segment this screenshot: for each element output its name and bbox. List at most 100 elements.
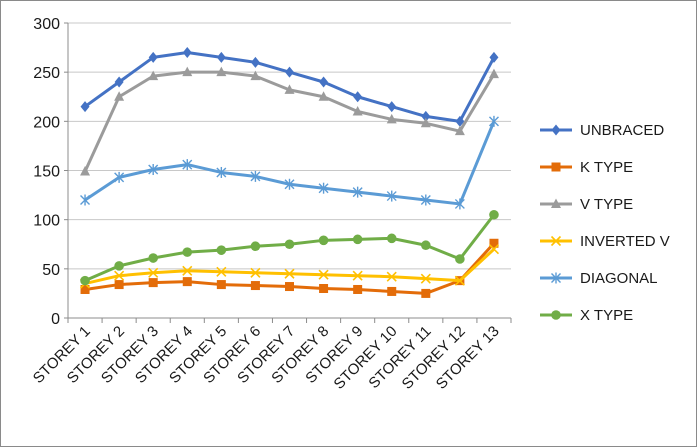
data-point <box>216 266 227 277</box>
data-point <box>455 254 465 264</box>
data-point <box>250 56 260 68</box>
data-point <box>455 115 465 127</box>
data-point <box>420 273 431 284</box>
data-point <box>421 240 431 251</box>
data-point <box>114 76 124 88</box>
data-point <box>387 286 397 296</box>
data-point <box>285 66 294 78</box>
data-point <box>114 261 124 271</box>
data-point <box>285 282 294 292</box>
data-point <box>352 106 363 116</box>
series-lines <box>79 47 500 298</box>
data-point <box>284 239 295 250</box>
data-point <box>182 47 192 58</box>
data-point <box>421 288 431 298</box>
data-point <box>250 267 261 278</box>
legend-marker <box>551 272 561 284</box>
data-point <box>80 165 91 176</box>
legend-entry: X TYPE <box>540 307 633 324</box>
data-point <box>148 164 159 176</box>
data-point <box>80 275 90 286</box>
series-v-type <box>80 66 499 176</box>
data-point <box>114 91 125 101</box>
data-point <box>216 280 226 290</box>
data-point <box>80 194 91 206</box>
legend-label: K TYPE <box>580 159 633 176</box>
axes <box>64 22 512 323</box>
series-unbraced <box>80 47 499 127</box>
y-tick-label: 50 <box>42 262 60 279</box>
y-tick-label: 150 <box>33 164 60 181</box>
data-point <box>114 280 124 290</box>
data-point <box>148 51 158 63</box>
y-tick-label: 0 <box>51 311 60 328</box>
data-point <box>114 270 125 281</box>
data-point <box>250 281 260 291</box>
data-point <box>250 70 261 81</box>
data-point <box>148 253 158 263</box>
legend-marker <box>551 310 561 320</box>
data-point <box>454 125 465 136</box>
data-point <box>80 284 90 294</box>
data-point <box>352 234 363 245</box>
data-point <box>182 265 193 276</box>
data-point <box>80 101 90 113</box>
data-point <box>284 268 295 279</box>
data-point <box>182 66 193 77</box>
data-point <box>216 245 227 255</box>
data-point <box>353 284 363 294</box>
data-point <box>420 117 431 128</box>
data-point <box>488 115 499 127</box>
series-k-type <box>80 238 499 298</box>
data-point <box>386 190 397 202</box>
y-tick-label: 200 <box>33 114 60 131</box>
data-point <box>454 198 465 210</box>
data-point <box>489 238 499 248</box>
legend-entry: V TYPE <box>540 196 633 213</box>
legend: UNBRACED K TYPE V TYPE INVERTED V DIAGONAL X … <box>540 122 670 324</box>
data-point <box>216 166 227 178</box>
data-point <box>386 233 397 244</box>
data-point <box>318 91 329 101</box>
y-tick-label: 250 <box>33 65 60 82</box>
data-point <box>318 182 329 194</box>
series-x-type <box>80 209 499 286</box>
y-tick-label: 300 <box>33 16 60 33</box>
data-point <box>386 113 397 124</box>
data-point <box>250 241 261 252</box>
series-line <box>84 120 496 206</box>
data-point <box>319 284 329 293</box>
legend-marker <box>551 162 561 172</box>
data-point <box>488 244 500 255</box>
legend-marker <box>551 124 561 136</box>
data-point <box>421 110 431 122</box>
legend-entry: DIAGONAL <box>540 270 658 287</box>
data-point <box>319 76 329 88</box>
legend-entry: K TYPE <box>540 159 633 176</box>
data-point <box>148 267 159 278</box>
data-point <box>318 235 329 246</box>
legend-label: X TYPE <box>580 307 633 324</box>
legend-entry: UNBRACED <box>540 122 664 139</box>
data-point <box>352 186 363 198</box>
legend-entry: INVERTED V <box>540 233 670 250</box>
series-line <box>84 248 495 286</box>
data-point <box>250 170 261 182</box>
data-point <box>318 269 329 280</box>
legend-marker <box>551 198 561 208</box>
data-point <box>182 247 193 257</box>
data-point <box>489 209 499 220</box>
data-point <box>284 84 295 94</box>
y-axis-tick-labels: 0 50 100 150 200 250 300 <box>33 16 60 328</box>
legend-label: INVERTED V <box>580 233 670 250</box>
data-point <box>216 51 226 63</box>
data-point <box>488 68 499 79</box>
legend-marker <box>550 235 562 247</box>
data-point <box>148 70 159 81</box>
data-point <box>454 275 465 286</box>
series-inverted-v <box>79 244 500 289</box>
data-point <box>353 91 363 103</box>
